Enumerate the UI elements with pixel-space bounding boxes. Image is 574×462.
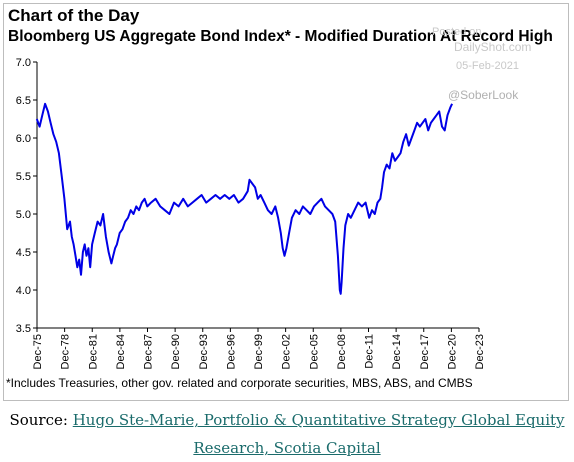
x-tick-label: Dec-84: [115, 334, 127, 369]
y-axis-ticks: 3.5 4.0 4.5 5.0 5.5 6.0 6.5 7.0: [16, 57, 37, 335]
x-tick-label: Dec-99: [253, 334, 265, 369]
x-tick-label: Dec-90: [170, 334, 182, 369]
source-link-line1[interactable]: Hugo Ste-Marie, Portfolio & Quantitative…: [72, 411, 565, 429]
footnote: *Includes Treasuries, other gov. related…: [6, 376, 473, 390]
watermark-date: 05-Feb-2021: [456, 60, 519, 72]
y-tick-label: 5.0: [16, 209, 31, 221]
watermark-site: DailyShot.com: [454, 40, 532, 54]
chart-subtitle: Bloomberg US Aggregate Bond Index* - Mod…: [8, 28, 553, 45]
x-tick-label: Dec-75: [32, 334, 44, 369]
y-tick-label: 4.5: [16, 247, 31, 259]
y-tick-label: 5.5: [16, 171, 31, 183]
x-tick-label: Dec-81: [87, 334, 99, 369]
watermark-posted-on: Posted on: [432, 26, 482, 38]
x-tick-label: Dec-08: [336, 334, 348, 369]
x-tick-label: Dec-05: [308, 334, 320, 369]
x-tick-label: Dec-20: [446, 334, 458, 369]
x-tick-label: Dec-96: [225, 334, 237, 369]
x-tick-label: Dec-02: [281, 334, 293, 369]
chart-title: Chart of the Day: [8, 6, 140, 25]
source-credit: Source: Hugo Ste-Marie, Portfolio & Quan…: [0, 406, 574, 462]
chart-series: [35, 102, 454, 295]
y-tick-label: 4.0: [16, 285, 31, 297]
series-line: [35, 102, 454, 295]
x-tick-label: Dec-11: [364, 334, 376, 369]
y-tick-label: 7.0: [16, 57, 31, 69]
x-tick-label: Dec-87: [143, 334, 155, 369]
source-link-line2[interactable]: Research, Scotia Capital: [193, 439, 381, 457]
chart-axes: [36, 62, 479, 329]
y-tick-label: 3.5: [16, 323, 31, 335]
x-tick-label: Dec-23: [474, 334, 486, 369]
watermark-handle: @SoberLook: [448, 88, 519, 102]
x-axis-ticks: Dec-75 Dec-78 Dec-81 Dec-84 Dec-87 Dec-90 Dec-…: [32, 328, 486, 369]
x-tick-label: Dec-14: [391, 334, 403, 369]
source-prefix: Source:: [9, 411, 73, 429]
y-tick-label: 6.5: [16, 95, 31, 107]
x-tick-label: Dec-93: [198, 334, 210, 369]
y-tick-label: 6.0: [16, 133, 31, 145]
chart-card: [3, 3, 569, 401]
x-tick-label: Dec-78: [60, 334, 72, 369]
x-tick-label: Dec-17: [419, 334, 431, 369]
duration-chart: 3.54.04.55.05.56.06.57.0 Dec-75 Dec-78 Dec…: [16, 57, 486, 369]
